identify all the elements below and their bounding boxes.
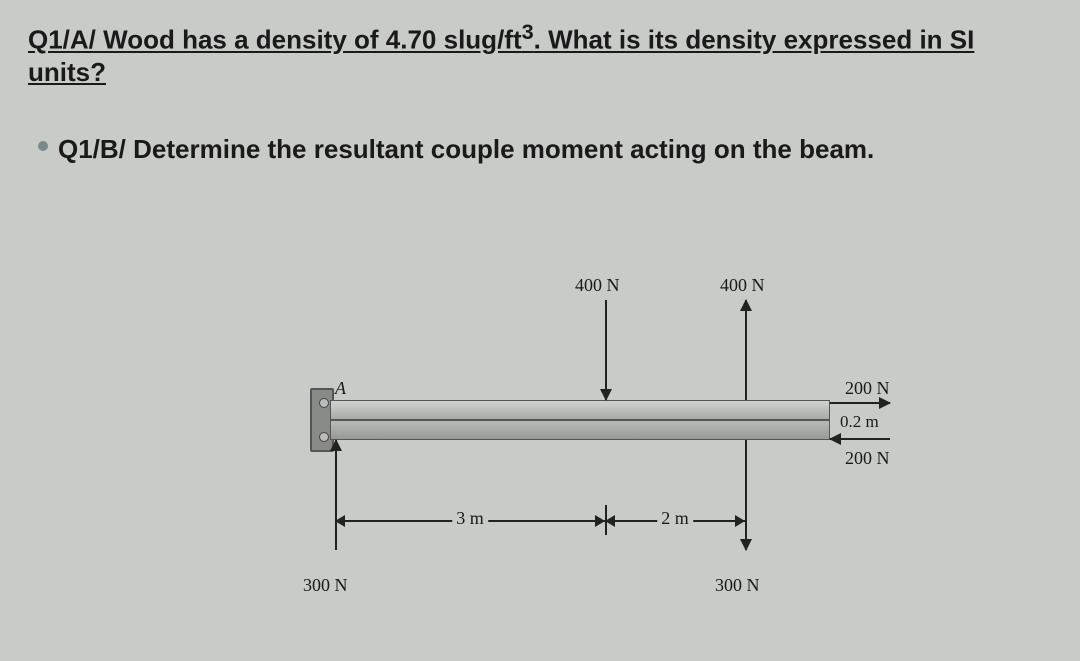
q1a-exponent: 3 xyxy=(522,19,534,44)
dim-0.2m: 0.2 m xyxy=(840,412,879,432)
support-pin-top xyxy=(319,398,329,408)
beam-diagram: A 400 N 400 N 300 N 300 N 200 N 200 N 0.… xyxy=(285,270,965,630)
question-1b: Q1/B/ Determine the resultant couple mom… xyxy=(0,89,1080,166)
dim-tick-right xyxy=(745,505,747,535)
point-A-label: A xyxy=(335,378,346,399)
dim-3m-line: 3 m xyxy=(335,520,605,522)
q1b-text: Q1/B/ Determine the resultant couple mom… xyxy=(58,133,874,166)
force-400-down-label: 400 N xyxy=(575,275,620,296)
dim-2m-label: 2 m xyxy=(657,508,693,529)
force-400-down-arrow xyxy=(605,300,607,400)
support-pin-bottom xyxy=(319,432,329,442)
beam-bottom-flange xyxy=(330,420,830,440)
beam-top-flange xyxy=(330,400,830,420)
force-200-left-label: 200 N xyxy=(845,448,890,469)
bullet-indicator xyxy=(38,141,48,151)
force-200-right-label: 200 N xyxy=(845,378,890,399)
force-300-up-label: 300 N xyxy=(303,575,348,596)
question-1a: Q1/A/ Wood has a density of 4.70 slug/ft… xyxy=(0,0,1080,89)
force-400-up-label: 400 N xyxy=(720,275,765,296)
force-300-down-label: 300 N xyxy=(715,575,760,596)
dim-2m-line: 2 m xyxy=(605,520,745,522)
force-400-up-arrow xyxy=(745,300,747,400)
dim-0.2m-label: 0.2 m xyxy=(840,412,879,431)
q1a-text-prefix: Q1/A/ Wood has a density of 4.70 slug/ft xyxy=(28,25,522,55)
dim-3m-label: 3 m xyxy=(452,508,488,529)
